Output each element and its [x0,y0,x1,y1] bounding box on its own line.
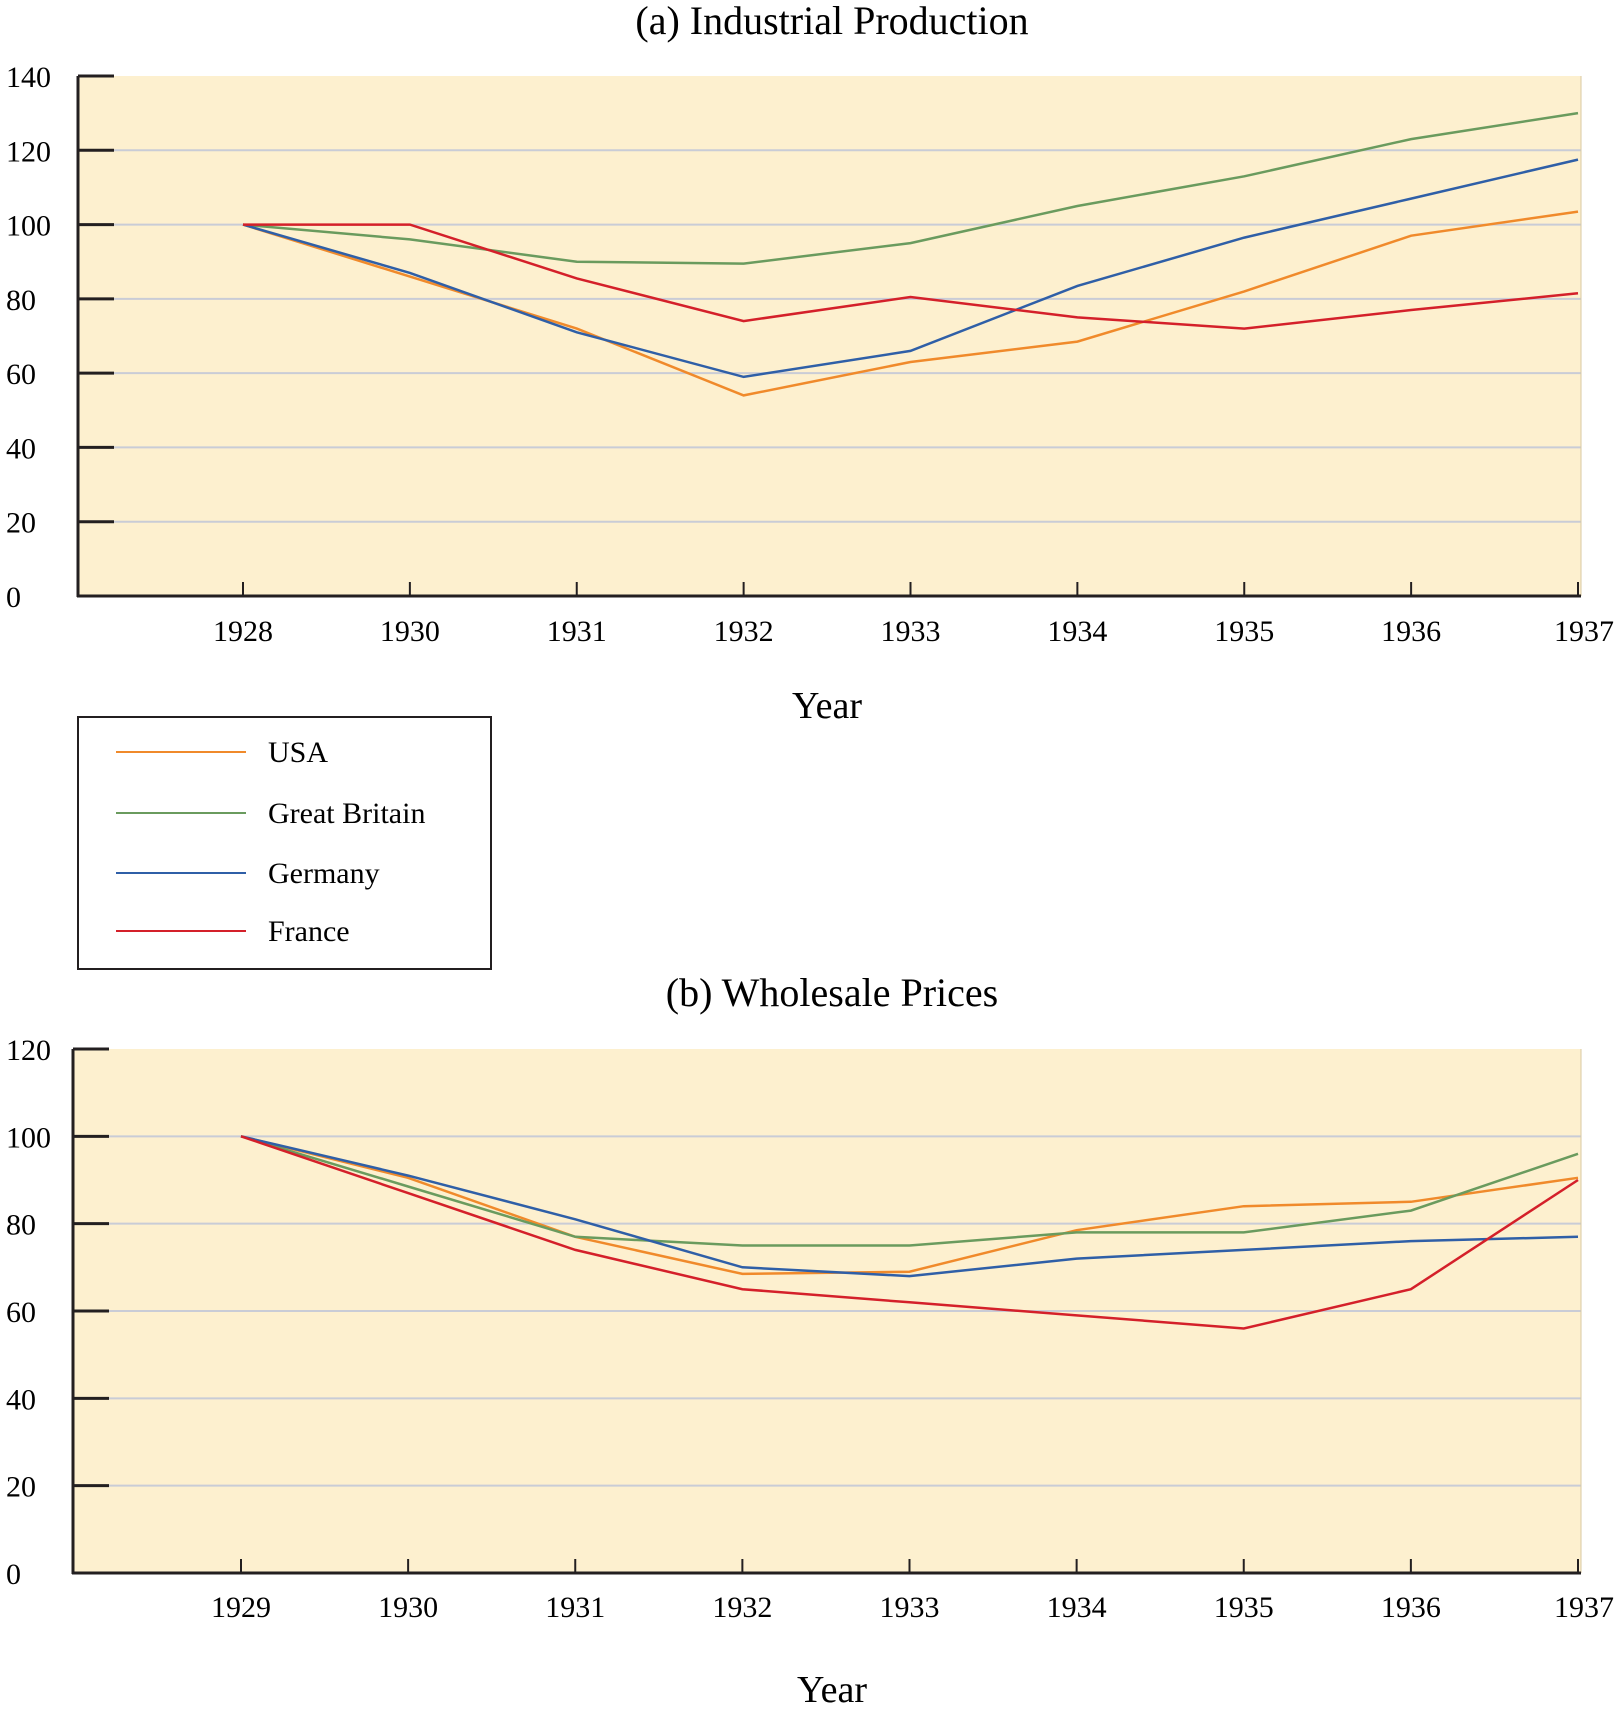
x-tick-label: 1933 [881,615,941,648]
x-tick-label: 1932 [714,615,774,648]
x-tick-label: 1933 [880,1591,940,1624]
x-tick-label: 1931 [545,1591,605,1624]
y-tick-label: 80 [6,1209,36,1242]
x-tick-label: 1936 [1381,1591,1441,1624]
y-tick-label: 40 [6,432,36,465]
legend-label-france: France [268,915,350,948]
y-tick-label: 120 [6,135,51,168]
series-line-great-britain [240,1135,1579,1247]
series-line-great-britain [242,111,1579,265]
legend-box [77,716,492,970]
x-tick-label: 1937 [1554,1591,1614,1624]
series-line-usa [240,1135,1579,1276]
y-tick-label: 120 [6,1034,51,1067]
chart-title: (b) Wholesale Prices [666,970,998,1015]
x-axis-label: Year [792,685,862,727]
plot-area: 0 20 40 60 80 100 120 140 1928 1930 1931 1932 1933 19… [6,61,1614,648]
y-tick-label: 20 [6,507,36,540]
legend-label-great-britain: Great Britain [268,797,425,830]
y-tick-label: 60 [6,1296,36,1329]
y-tick-label: 0 [6,1558,21,1591]
y-tick-label: 60 [6,358,36,391]
chart-title: (a) Industrial Production [635,0,1028,43]
x-tick-label: 1934 [1047,1591,1107,1624]
x-tick-label: 1930 [378,1591,438,1624]
y-tick-label: 40 [6,1383,36,1416]
x-tick-label: 1935 [1214,1591,1274,1624]
y-tick-label: 100 [6,210,51,243]
series-line-germany [240,1135,1579,1278]
x-tick-label: 1935 [1214,615,1274,648]
plot-area: 0 20 40 60 80 100 120 1929 1930 1931 1932 1933 1934 1… [6,1034,1614,1624]
x-tick-label: 1937 [1554,615,1614,648]
legend-label-usa: USA [268,736,328,769]
series-line-france [243,223,1579,330]
legend: USA Great Britain Germany France [77,716,492,970]
x-tick-label: 1928 [213,615,273,648]
x-tick-label: 1931 [547,615,607,648]
x-tick-label: 1934 [1047,615,1107,648]
series-line-france [240,1135,1579,1330]
y-tick-label: 0 [6,581,21,614]
plot-background [78,76,1581,596]
y-tick-label: 20 [6,1471,36,1504]
x-tick-label: 1936 [1381,615,1441,648]
y-tick-label: 80 [6,284,36,317]
x-tick-label: 1932 [712,1591,772,1624]
series-line-germany [242,158,1579,379]
panel-wholesale-prices: 0 20 40 60 80 100 120 1929 1930 1931 1932 1933 1934 1… [6,970,1614,1711]
y-tick-label: 100 [6,1121,51,1154]
legend-label-germany: Germany [268,857,380,890]
x-tick-label: 1929 [211,1591,271,1624]
panel-industrial-production: 0 20 40 60 80 100 120 140 1928 1930 1931 1932 1933 19… [6,0,1614,727]
x-axis-label: Year [797,1669,867,1711]
x-tick-label: 1930 [380,615,440,648]
y-tick-label: 140 [6,61,51,94]
